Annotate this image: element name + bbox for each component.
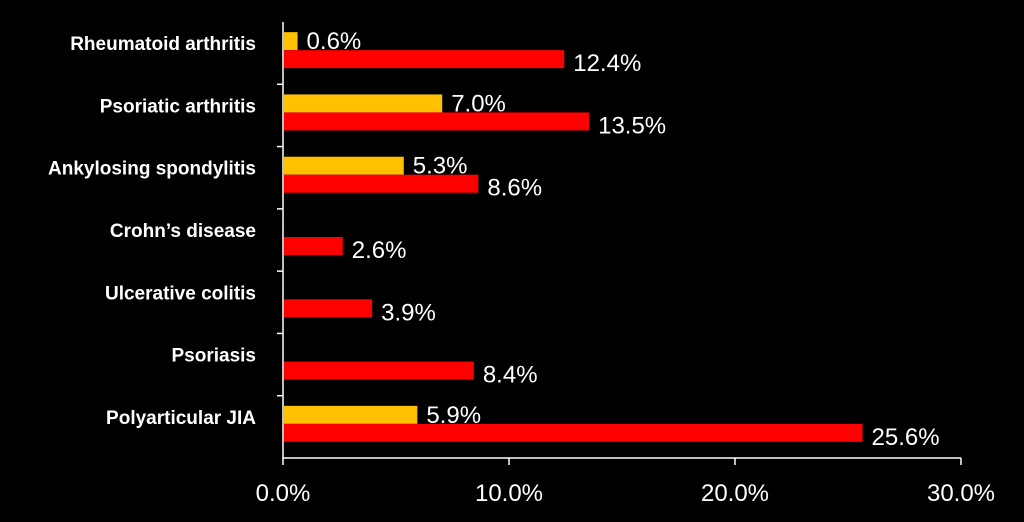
- bar-series-2: [284, 112, 590, 131]
- data-label-series-2: 8.4%: [483, 362, 538, 389]
- bar-series-2: [284, 237, 343, 255]
- bar-series-2: [284, 299, 373, 318]
- bar-series-2: [284, 50, 565, 69]
- category-label: Polyarticular JIA: [106, 408, 256, 429]
- data-label-series-2: 13.5%: [598, 112, 666, 139]
- data-label-series-2: 12.4%: [573, 50, 641, 77]
- category-label: Psoriatic arthritis: [100, 96, 256, 117]
- bar-series-1: [284, 156, 404, 175]
- bar-series-2: [284, 423, 863, 442]
- chart-marks: 0.0% 10.0% 20.0% 30.0%Rheumatoid arthritis 0…: [48, 28, 995, 507]
- category-label: Ankylosing spondylitis: [48, 159, 256, 180]
- x-tick-label: 10.0%: [475, 480, 543, 507]
- bar-series-2: [284, 361, 474, 380]
- x-tick-label: 0.0%: [256, 480, 311, 507]
- data-label-series-2: 2.6%: [352, 237, 407, 264]
- x-tick-label: 30.0%: [927, 480, 995, 507]
- bar-series-1: [284, 94, 443, 113]
- data-label-series-2: 3.9%: [381, 299, 436, 326]
- category-label: Ulcerative colitis: [105, 283, 256, 304]
- category-label: Rheumatoid arthritis: [70, 34, 256, 55]
- bar-series-2: [284, 174, 479, 193]
- x-tick-label: 20.0%: [701, 480, 769, 507]
- data-label-series-2: 8.6%: [487, 175, 542, 202]
- bar-series-1: [284, 32, 298, 51]
- data-label-series-2: 25.6%: [872, 424, 940, 451]
- bar-series-1: [284, 405, 418, 424]
- category-label: Crohn’s disease: [110, 221, 256, 242]
- category-label: Psoriasis: [172, 346, 257, 367]
